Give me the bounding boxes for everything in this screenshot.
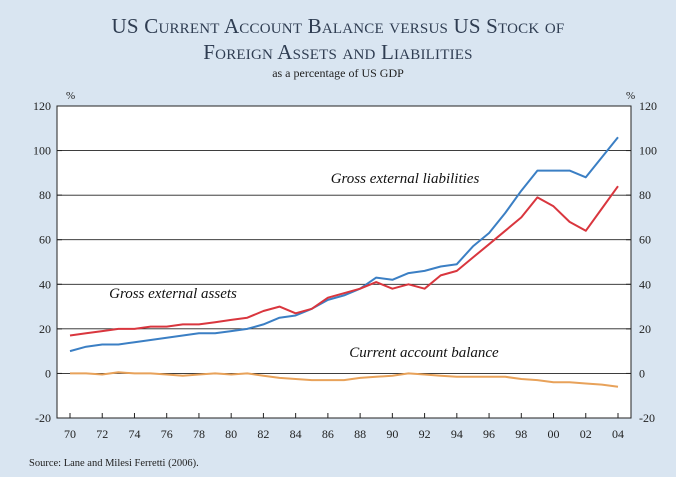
y-tick-label-right: 20: [639, 322, 651, 336]
chart-subtitle: as a percentage of US GDP: [272, 66, 404, 80]
y-tick-label-left: 20: [39, 322, 51, 336]
series-line-current-account-balance: [70, 371, 619, 388]
x-tick-label: 98: [515, 427, 527, 441]
x-tick-label: 00: [548, 427, 560, 441]
y-tick-label-right: -20: [639, 411, 655, 425]
y-tick-label-right: 100: [639, 144, 657, 158]
x-tick-label: 72: [96, 427, 108, 441]
x-tick-label: 96: [483, 427, 495, 441]
x-tick-label: 78: [193, 427, 205, 441]
x-tick-label: 80: [225, 427, 237, 441]
source-note: Source: Lane and Milesi Ferretti (2006).: [29, 458, 199, 469]
plot-area: [56, 105, 632, 419]
right-axis-unit-label: %: [626, 90, 636, 102]
left-axis-unit-label: %: [66, 90, 76, 102]
y-tick-label-left: 0: [45, 366, 51, 380]
y-tick-label-left: 80: [39, 188, 51, 202]
x-tick-label: 70: [64, 427, 76, 441]
x-tick-label: 76: [161, 427, 173, 441]
y-tick-label-right: 0: [639, 366, 645, 380]
x-tick-label: 92: [419, 427, 431, 441]
chart-title-line-1: US Current Account Balance versus US Sto…: [111, 14, 565, 38]
y-tick-label-right: 60: [639, 233, 651, 247]
x-tick-label: 74: [128, 427, 140, 441]
x-tick-label: 94: [451, 427, 463, 441]
annotation-gross-external-assets: Gross external assets: [109, 286, 237, 302]
x-tick-label: 04: [612, 427, 624, 441]
x-tick-label: 90: [386, 427, 398, 441]
y-tick-label-left: 60: [39, 233, 51, 247]
y-tick-label-left: -20: [35, 411, 51, 425]
y-tick-label-right: 80: [639, 188, 651, 202]
y-tick-label-right: 40: [639, 277, 651, 291]
y-tick-label-left: 120: [33, 99, 51, 113]
series-line-gross-external-assets: [69, 185, 619, 337]
chart-title-line-2: Foreign Assets and Liabilities: [203, 40, 473, 64]
annotation-gross-external-liabilities: Gross external liabilities: [331, 171, 480, 187]
y-tick-label-left: 40: [39, 277, 51, 291]
x-tick-label: 84: [290, 427, 302, 441]
series-line-gross-external-liabilities: [69, 136, 619, 353]
x-tick-label: 86: [322, 427, 334, 441]
x-tick-label: 82: [257, 427, 269, 441]
x-tick-label: 02: [580, 427, 592, 441]
y-tick-label-right: 120: [639, 99, 657, 113]
annotation-current-account-balance: Current account balance: [349, 345, 499, 361]
y-tick-label-left: 100: [33, 144, 51, 158]
x-tick-label: 88: [354, 427, 366, 441]
